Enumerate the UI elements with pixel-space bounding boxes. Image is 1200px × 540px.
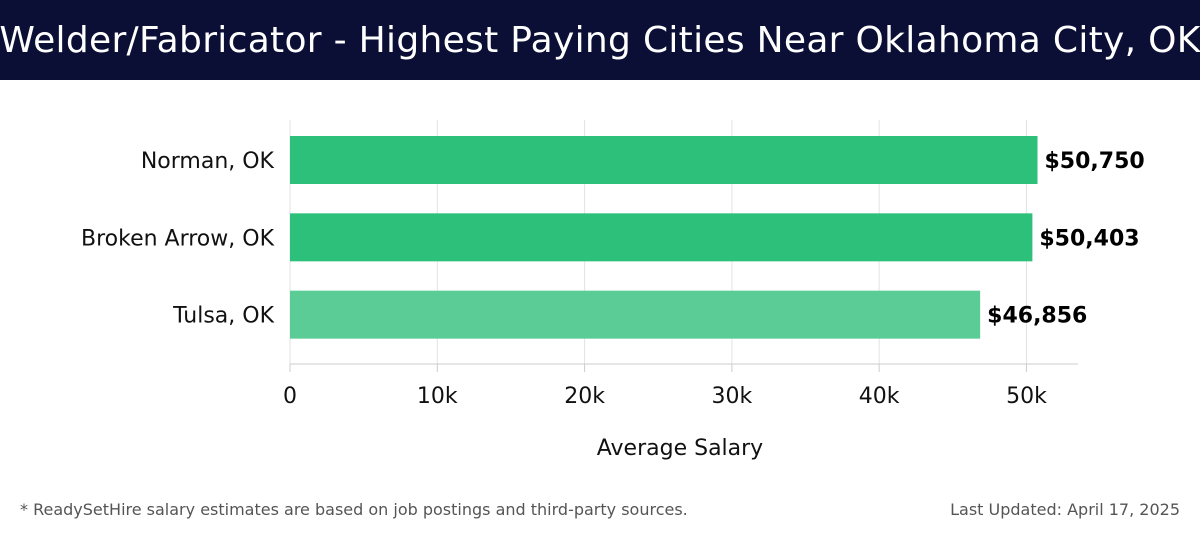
x-axis-ticks: 0 10k 20k 30k 40k 50k xyxy=(283,364,1047,409)
category-label: Tulsa, OK xyxy=(172,304,274,329)
x-tick-label: 50k xyxy=(1006,384,1047,409)
x-axis-title: Average Salary xyxy=(597,436,763,461)
category-label: Norman, OK xyxy=(141,149,275,174)
salary-bar-chart: $50,750 $50,403 $46,856 0 10k 20k 30k 40k 50k N… xyxy=(81,120,1145,461)
x-tick-label: 0 xyxy=(283,384,297,409)
title-banner: Welder/Fabricator - Highest Paying Citie… xyxy=(0,0,1200,80)
footnote: * ReadySetHire salary estimates are base… xyxy=(20,500,688,519)
last-updated: Last Updated: April 17, 2025 xyxy=(950,500,1180,519)
bar xyxy=(290,290,981,339)
bar xyxy=(290,213,1033,262)
chart-title: Welder/Fabricator - Highest Paying Citie… xyxy=(0,19,1200,61)
bar-value-label: $50,403 xyxy=(1039,226,1139,251)
x-tick-label: 20k xyxy=(564,384,605,409)
x-tick-label: 30k xyxy=(712,384,753,409)
bar-value-label: $50,750 xyxy=(1044,149,1144,174)
bar xyxy=(290,136,1038,184)
x-tick-label: 10k xyxy=(417,384,458,409)
x-tick-label: 40k xyxy=(859,384,900,409)
bars: $50,750 $50,403 $46,856 xyxy=(290,136,1145,339)
bar-value-label: $46,856 xyxy=(987,304,1087,329)
category-label: Broken Arrow, OK xyxy=(81,226,275,251)
category-labels: Norman, OK Broken Arrow, OK Tulsa, OK xyxy=(81,149,275,329)
